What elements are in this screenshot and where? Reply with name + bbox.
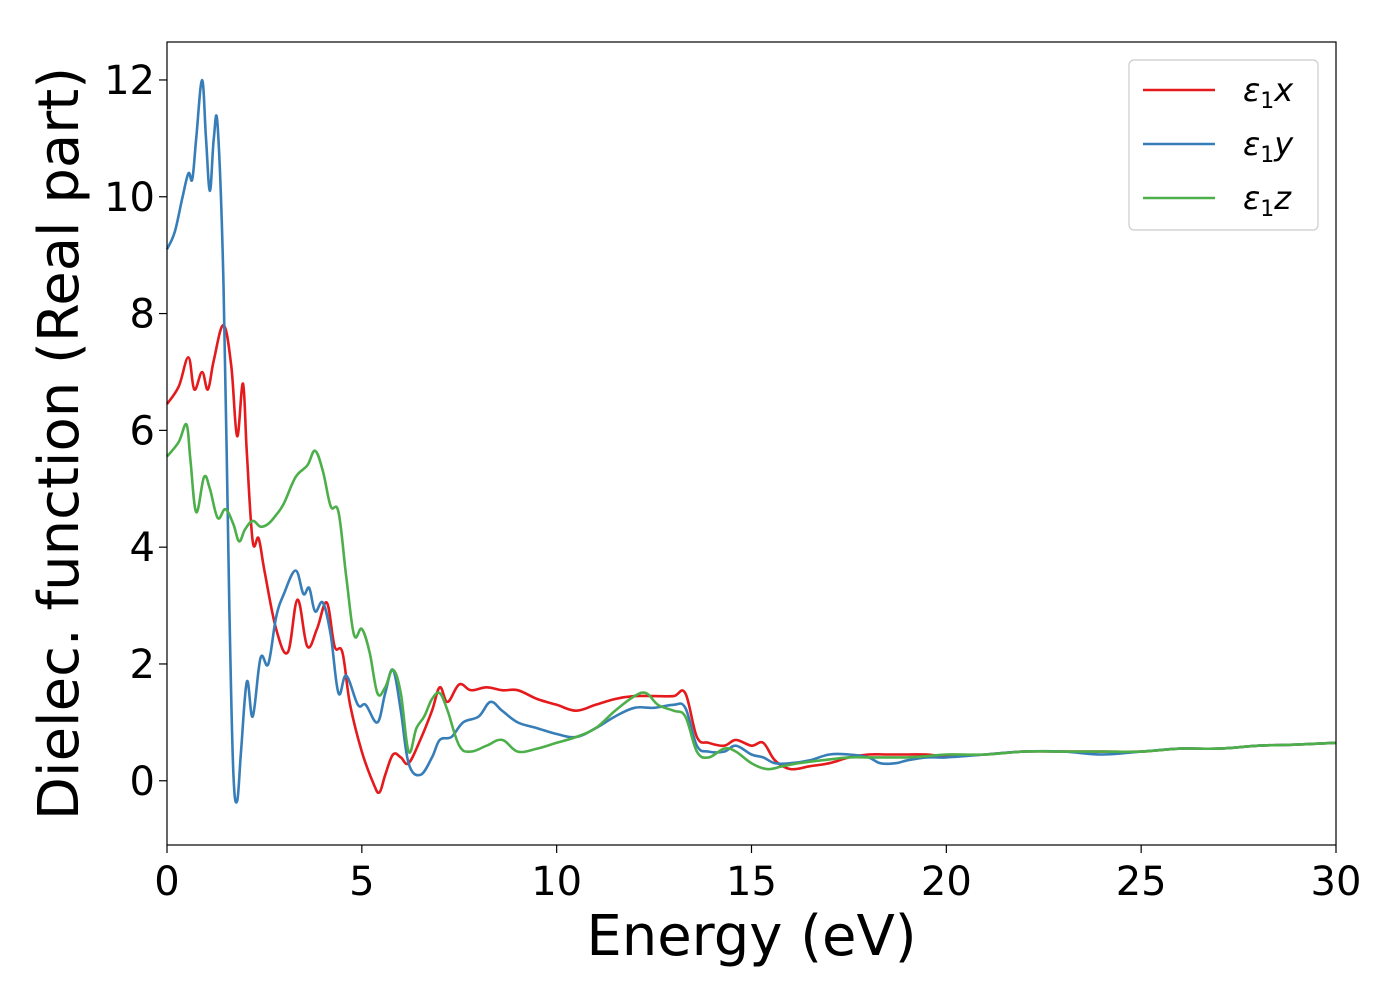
x-tick-label: 5 <box>349 859 374 905</box>
y-tick-label: 10 <box>104 175 155 221</box>
x-tick-label: 30 <box>1311 859 1362 905</box>
legend: ε1x ε1y ε1z <box>1128 59 1319 231</box>
plot-frame <box>166 41 1337 846</box>
x-tick-label: 0 <box>154 859 179 905</box>
legend-label-2: ε1y <box>1243 125 1294 168</box>
x-tick-label: 10 <box>531 859 582 905</box>
legend-label-1: ε1x <box>1243 71 1294 114</box>
legend-label-3: ε1z <box>1243 179 1292 222</box>
legend-box <box>1128 59 1319 231</box>
series-line-3 <box>165 422 1337 771</box>
x-axis-label: Energy (eV) <box>586 904 916 969</box>
ticks-layer: 0 5 10 15 20 25 30 0 2 4 6 8 10 12 <box>104 58 1361 905</box>
x-tick-label: 15 <box>726 859 777 905</box>
series-layer <box>165 78 1337 804</box>
y-axis-label: Dielec. function (Real part) <box>27 67 92 820</box>
y-tick-label: 8 <box>130 292 155 338</box>
y-tick-label: 0 <box>130 759 155 805</box>
x-tick-label: 25 <box>1116 859 1167 905</box>
y-tick-label: 6 <box>130 408 155 454</box>
y-tick-label: 12 <box>104 58 155 104</box>
series-line-2 <box>165 78 1337 804</box>
y-tick-label: 4 <box>130 525 155 571</box>
y-tick-label: 2 <box>130 642 155 688</box>
x-tick-label: 20 <box>921 859 972 905</box>
series-line-1 <box>165 323 1337 795</box>
